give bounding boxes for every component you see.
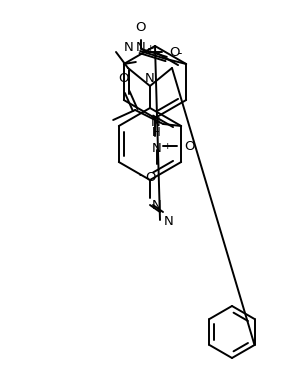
Text: -: -: [178, 47, 182, 60]
Text: H: H: [151, 125, 160, 138]
Text: N: N: [124, 40, 133, 53]
Text: O: O: [118, 72, 128, 85]
Text: N: N: [145, 72, 155, 85]
Text: N: N: [136, 41, 146, 54]
Text: O: O: [184, 140, 195, 152]
Text: N: N: [164, 215, 174, 228]
Text: N: N: [152, 199, 162, 212]
Text: +: +: [163, 142, 171, 151]
Text: -: -: [139, 169, 143, 183]
Text: O: O: [169, 45, 179, 58]
Text: O: O: [145, 171, 155, 184]
Text: O: O: [135, 21, 146, 34]
Text: +: +: [146, 44, 154, 53]
Text: N: N: [152, 142, 162, 155]
Text: N: N: [151, 116, 160, 129]
